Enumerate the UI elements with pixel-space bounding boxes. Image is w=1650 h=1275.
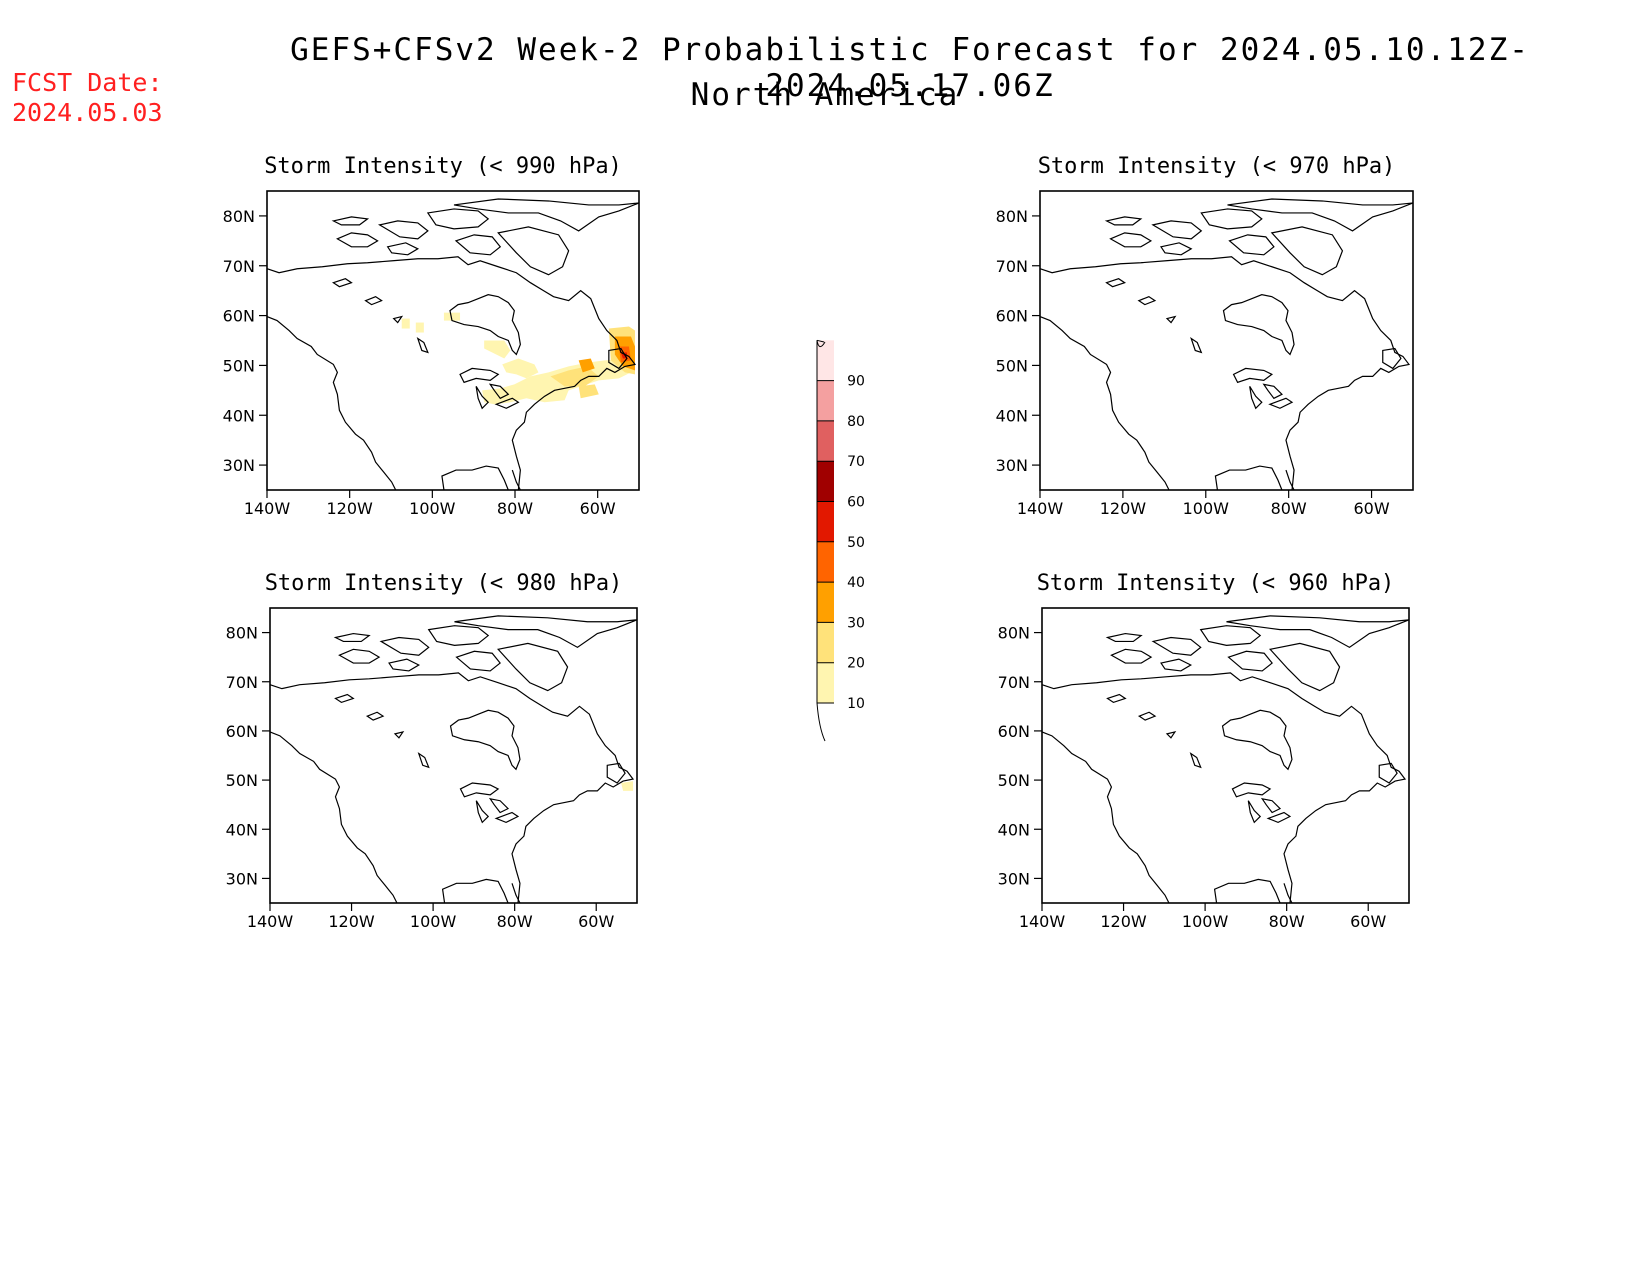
lon-tick-label: 100W	[409, 499, 456, 518]
colorbar-box	[817, 461, 834, 502]
colorbar: 10 20 30 40 50 60 70 80 90	[816, 339, 865, 742]
fcst-date-value: 2024.05.03	[12, 98, 163, 127]
colorbar-box	[817, 501, 834, 542]
colorbar-level-label: 30	[847, 615, 865, 631]
map-panel-2: Storm Intensity (< 970 hPa) 30N 40N 50N 60N 7…	[996, 154, 1414, 518]
coastline	[1039, 198, 1414, 491]
probability-shading	[621, 781, 634, 791]
colorbar-level-label: 10	[847, 696, 865, 712]
lat-tick-label: 50N	[998, 771, 1030, 790]
lat-tick-label: 50N	[226, 771, 258, 790]
map-frame	[1041, 607, 1410, 904]
lat-tick-label: 70N	[998, 673, 1030, 692]
colorbar-box	[817, 340, 834, 381]
panel-title: Storm Intensity (< 970 hPa)	[1038, 154, 1396, 179]
lon-tick-label: 120W	[326, 499, 373, 518]
lat-tick-label: 80N	[998, 624, 1030, 643]
colorbar-level-label: 50	[847, 535, 865, 551]
lon-tick-label: 80W	[1271, 499, 1307, 518]
lon-tick-label: 120W	[328, 912, 375, 931]
lon-tick-label: 140W	[244, 499, 291, 518]
lon-tick-label: 60W	[578, 912, 614, 931]
lat-tick-label: 70N	[996, 257, 1028, 276]
figure-subtitle: North America	[690, 77, 960, 113]
lon-tick-label: 120W	[1100, 499, 1147, 518]
coastline	[269, 615, 638, 904]
lat-tick-label: 40N	[226, 820, 258, 839]
lat-tick-label: 50N	[223, 356, 255, 375]
lat-tick-label: 40N	[223, 406, 255, 425]
lon-tick-label: 60W	[1353, 499, 1389, 518]
colorbar-level-label: 90	[847, 374, 865, 390]
lat-tick-label: 80N	[996, 207, 1028, 226]
lat-tick-label: 80N	[226, 624, 258, 643]
lat-tick-label: 30N	[996, 456, 1028, 475]
lon-tick-label: 140W	[247, 912, 294, 931]
lat-tick-label: 70N	[226, 673, 258, 692]
colorbar-level-label: 60	[847, 495, 865, 511]
colorbar-level-label: 80	[847, 414, 865, 430]
colorbar-level-label: 20	[847, 656, 865, 672]
lat-tick-label: 40N	[996, 406, 1028, 425]
colorbar-level-label: 70	[847, 454, 865, 470]
lat-tick-label: 80N	[223, 207, 255, 226]
lon-tick-label: 80W	[497, 499, 533, 518]
coastline	[1041, 615, 1410, 904]
forecast-date-label: FCST Date: 2024.05.03	[12, 68, 163, 128]
map-panel-3: Storm Intensity (< 980 hPa) 30N 40N 50N 60N 7…	[226, 571, 638, 931]
map-panel-4: Storm Intensity (< 960 hPa) 30N 40N 50N 60N 7…	[998, 571, 1410, 931]
lon-tick-label: 80W	[497, 912, 533, 931]
map-panel-1: Storm Intensity (< 990 hPa) 30N 40N 50N 60N 7…	[223, 154, 640, 518]
lat-tick-label: 40N	[998, 820, 1030, 839]
lat-tick-label: 30N	[226, 869, 258, 888]
lat-tick-label: 70N	[223, 257, 255, 276]
lon-tick-label: 140W	[1019, 912, 1066, 931]
lon-tick-label: 140W	[1017, 499, 1064, 518]
map-frame	[269, 607, 638, 904]
lon-tick-label: 100W	[1182, 912, 1229, 931]
fcst-date-caption: FCST Date:	[12, 68, 163, 97]
lon-tick-label: 100W	[1183, 499, 1230, 518]
colorbar-box	[817, 582, 834, 623]
lat-tick-label: 60N	[223, 307, 255, 326]
figure-title: GEFS+CFSv2 Week-2 Probabilistic Forecast…	[290, 32, 1530, 104]
lon-tick-label: 100W	[410, 912, 457, 931]
colorbar-level-label: 40	[847, 575, 865, 591]
map-frame	[266, 190, 640, 491]
map-frame	[1039, 190, 1414, 491]
panel-title: Storm Intensity (< 990 hPa)	[264, 154, 622, 179]
lat-tick-label: 60N	[998, 722, 1030, 741]
lat-tick-label: 50N	[996, 356, 1028, 375]
coastline	[266, 198, 640, 491]
lon-tick-label: 120W	[1100, 912, 1147, 931]
lon-tick-label: 80W	[1269, 912, 1305, 931]
colorbar-box	[817, 420, 834, 462]
lon-tick-label: 60W	[1350, 912, 1386, 931]
lat-tick-label: 60N	[996, 307, 1028, 326]
lon-tick-label: 60W	[580, 499, 616, 518]
panel-title: Storm Intensity (< 960 hPa)	[1037, 571, 1395, 596]
colorbar-box	[817, 541, 834, 583]
colorbar-box	[817, 662, 834, 703]
lat-tick-label: 30N	[223, 456, 255, 475]
lat-tick-label: 30N	[998, 869, 1030, 888]
probability-shading	[401, 312, 635, 405]
lat-tick-label: 60N	[226, 722, 258, 741]
colorbar-box	[817, 380, 834, 421]
colorbar-box	[817, 622, 834, 663]
panel-title: Storm Intensity (< 980 hPa)	[265, 571, 623, 596]
